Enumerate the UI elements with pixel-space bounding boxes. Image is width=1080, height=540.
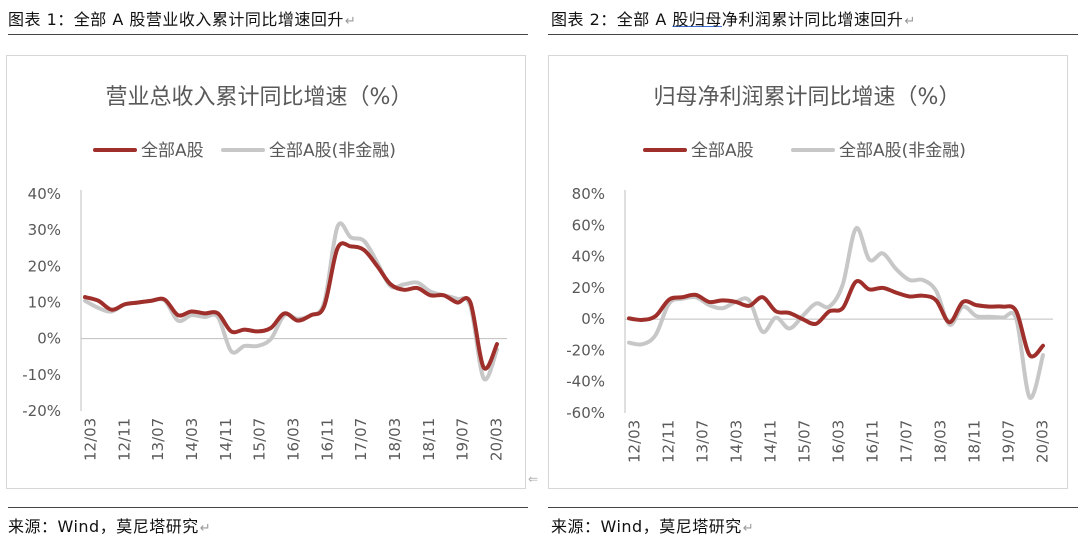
y-tick-label: 80%	[572, 185, 605, 203]
y-tick-label: 10%	[28, 294, 61, 312]
x-tick-label: 13/07	[694, 420, 712, 463]
y-tick-label: -40%	[566, 373, 605, 391]
figure-2-source: 来源：Wind，莫尼塔研究↵	[551, 513, 754, 537]
x-tick-label: 18/11	[420, 418, 438, 461]
chart-panel-2: 归母净利润累计同比增速（%） 全部A股 全部A股(非金融) 80% 60% 40% 20% 0…	[548, 55, 1068, 489]
paragraph-mark-icon: ↵	[742, 521, 755, 536]
figure-2-caption-suffix: 净利润累计同比增速回升	[721, 10, 904, 29]
chart-1-svg: 营业总收入累计同比增速（%） 全部A股 全部A股(非金融) 40% 30% 20% 10% 0…	[22, 85, 507, 461]
x-tick-label: 12/03	[626, 420, 644, 463]
x-tick-label: 12/11	[660, 420, 678, 463]
x-tick-label: 18/03	[386, 418, 404, 461]
legend-label: 全部A股	[141, 141, 204, 161]
figure-2-caption-underlined: 股归母	[672, 10, 722, 29]
x-tick-label: 14/03	[183, 418, 201, 461]
series-line-all-a-shares	[83, 241, 499, 371]
paragraph-mark-icon: ↵	[199, 521, 212, 536]
y-tick-label: -20%	[22, 402, 61, 420]
legend-label: 全部A股	[691, 141, 754, 161]
figure-1-top-rule	[8, 34, 528, 35]
figure-1-caption-text: 图表 1：全部 A 股营业收入累计同比增速回升	[8, 10, 344, 29]
x-tick-label: 20/03	[1034, 420, 1052, 463]
figure-1-caption: 图表 1：全部 A 股营业收入累计同比增速回升↵	[8, 6, 356, 30]
x-tick-label: 17/07	[898, 420, 916, 463]
y-tick-label: 20%	[28, 257, 61, 275]
figure-2-source-text: 来源：Wind，莫尼塔研究	[551, 517, 742, 536]
x-tick-label: 20/03	[488, 418, 506, 461]
x-tick-label: 12/03	[82, 418, 100, 461]
x-tick-label: 12/11	[115, 418, 133, 461]
x-tick-label: 18/11	[966, 420, 984, 463]
x-tick-label: 18/03	[932, 420, 950, 463]
y-tick-label: 30%	[28, 221, 61, 239]
legend-label: 全部A股(非金融)	[839, 141, 966, 161]
x-tick-label: 14/11	[762, 420, 780, 463]
figure-1-bottom-rule	[8, 507, 528, 508]
x-tick-label: 19/07	[1000, 420, 1018, 463]
y-tick-label: 20%	[572, 279, 605, 297]
x-tick-label: 14/03	[728, 420, 746, 463]
y-tick-label: 0%	[37, 330, 61, 348]
x-tick-label: 16/11	[864, 420, 882, 463]
figure-2-top-rule	[548, 34, 1078, 35]
x-tick-label: 17/07	[352, 418, 370, 461]
figure-2-caption: 图表 2：全部 A 股归母净利润累计同比增速回升↵	[551, 6, 916, 30]
x-tick-label: 16/11	[318, 418, 336, 461]
legend-label: 全部A股(非金融)	[269, 141, 396, 161]
anchor-arrow-icon: ⇐	[528, 472, 539, 486]
paragraph-mark-icon: ↵	[904, 14, 916, 29]
chart-title: 营业总收入累计同比增速（%）	[106, 85, 413, 110]
x-tick-label: 14/11	[217, 418, 235, 461]
chart-panel-1: 营业总收入累计同比增速（%） 全部A股 全部A股(非金融) 40% 30% 20% 10% 0…	[6, 55, 526, 489]
series-line-all-a-shares	[627, 279, 1045, 359]
y-tick-label: -20%	[566, 341, 605, 359]
chart-2-svg: 归母净利润累计同比增速（%） 全部A股 全部A股(非金融) 80% 60% 40% 20% 0…	[566, 85, 1053, 463]
x-tick-label: 16/03	[830, 420, 848, 463]
y-tick-label: 40%	[28, 185, 61, 203]
y-tick-label: 40%	[572, 248, 605, 266]
y-tick-label: -10%	[22, 366, 61, 384]
figure-2-caption-prefix: 图表 2：全部 A	[551, 10, 673, 29]
x-tick-label: 16/03	[285, 418, 303, 461]
x-tick-label: 15/07	[251, 418, 269, 461]
x-tick-label: 13/07	[149, 418, 167, 461]
series-line-non-financial	[627, 226, 1045, 400]
figure-1-source-text: 来源：Wind，莫尼塔研究	[8, 517, 199, 536]
x-tick-label: 15/07	[796, 420, 814, 463]
figure-2-bottom-rule	[548, 507, 1078, 508]
figure-1-source: 来源：Wind，莫尼塔研究↵	[8, 513, 211, 537]
chart-title: 归母净利润累计同比增速（%）	[654, 85, 961, 110]
paragraph-mark-icon: ↵	[344, 14, 357, 29]
y-tick-label: 60%	[572, 216, 605, 234]
y-tick-label: -60%	[566, 404, 605, 422]
x-tick-label: 19/07	[454, 418, 472, 461]
y-tick-label: 0%	[581, 310, 605, 328]
